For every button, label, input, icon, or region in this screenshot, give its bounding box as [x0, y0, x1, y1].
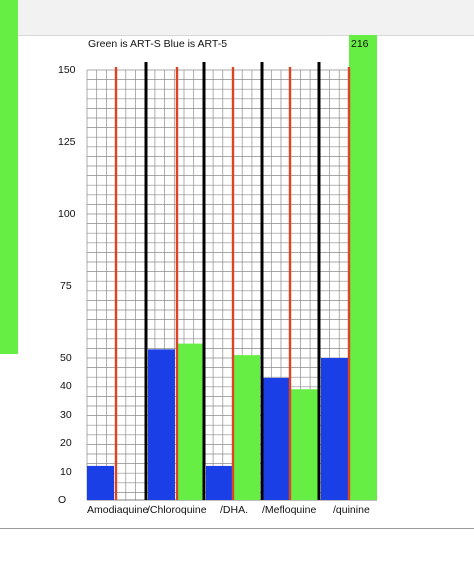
x-tick-label-quinine: /quinine	[333, 504, 370, 516]
x-tick-label-amodiaquine: Amodiaquine	[87, 504, 149, 516]
y-tick-label: 100	[58, 208, 76, 220]
y-tick-label: 20	[60, 437, 72, 450]
bar-art5-0	[87, 465, 114, 500]
y-tick-label: 10	[60, 465, 72, 478]
bar-art5-1	[148, 349, 175, 500]
bar-art5-4	[321, 358, 348, 500]
x-tick-label-chloroquine: /Chloroquine	[147, 504, 207, 516]
y-tick-label: 40	[60, 380, 72, 393]
bar-arts-4	[349, 35, 377, 500]
y-tick-label: 125	[58, 136, 76, 148]
window-footer-band	[0, 528, 474, 567]
bar-arts-3	[291, 389, 318, 500]
bars	[87, 35, 377, 500]
x-tick-label-dha: /DHA.	[220, 504, 249, 516]
y-tick-label: 30	[60, 408, 72, 421]
divider-lines	[114, 62, 351, 500]
y-tick-label: 75	[60, 280, 72, 292]
bar-art5-3	[263, 377, 290, 500]
overflow-value-label: 216	[351, 38, 369, 50]
x-tick-label-mefloquine: /Mefloquine	[262, 504, 317, 516]
chart-title: Green is ART-S Blue is ART-5	[88, 38, 228, 50]
bar-arts-1	[178, 343, 205, 500]
window-header-band	[0, 0, 474, 36]
y-tick-label: 150	[58, 64, 76, 76]
bar-art5-2	[206, 465, 233, 500]
y-tick-label: 50	[60, 352, 72, 364]
green-side-strip	[0, 0, 18, 354]
y-tick-label: O	[58, 494, 67, 506]
bar-arts-2	[233, 355, 260, 500]
